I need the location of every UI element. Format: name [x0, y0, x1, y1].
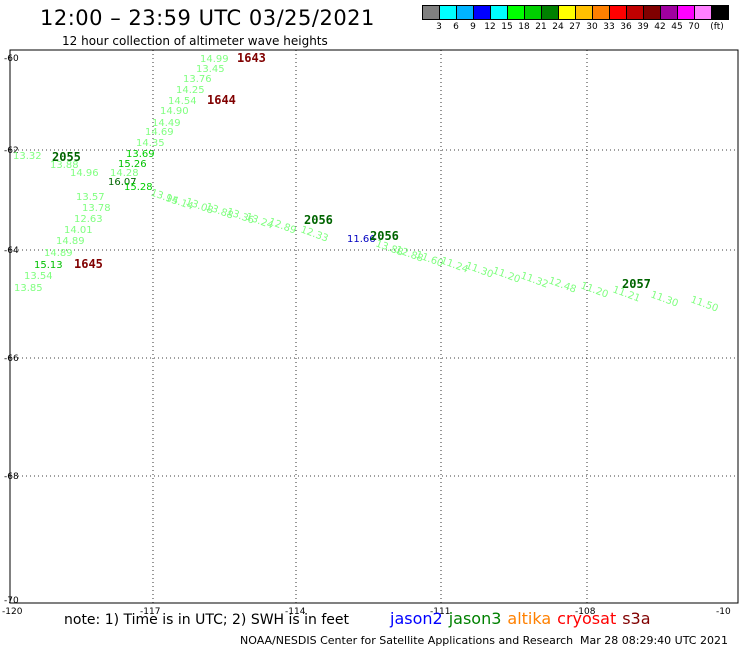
credit-timestamp: Mar 28 08:29:40 UTC 2021: [580, 634, 728, 647]
color-scale-label: 30: [586, 22, 598, 32]
time-marker: 2057: [622, 277, 651, 291]
lon-tick-label: -117: [140, 607, 160, 617]
color-scale-labels: 3 6 9 12 15 18 21 24 27 30 33 36 39 42 45 70 (ft): [422, 22, 740, 34]
wave-height-label: 11.20: [491, 265, 522, 285]
map-frame: [9, 49, 739, 604]
time-marker: 1644: [207, 93, 236, 107]
time-marker: 1643: [237, 51, 266, 65]
lon-tick-label: -111: [430, 607, 450, 617]
wave-height-label: 14.01: [64, 225, 93, 236]
wave-height-label: 14.49: [152, 118, 181, 129]
lon-tick-label: -10: [716, 607, 731, 617]
wave-height-label: 14.54: [168, 96, 197, 107]
wave-height-labels: 14.9913.4513.7614.2514.5414.9014.4914.69…: [13, 54, 720, 315]
satellite-legend-item: jason2: [390, 609, 443, 628]
map-title: 12:00 – 23:59 UTC 03/25/2021: [40, 6, 375, 30]
wave-height-label: 11.32: [519, 270, 550, 290]
color-scale-label: 21: [535, 22, 547, 32]
satellite-legend: jason2 jason3 altika cryosat s3a: [390, 609, 657, 628]
time-marker: 2056: [304, 213, 333, 227]
color-scale-label: 15: [501, 22, 513, 32]
map-tick-labels: -60 -62 -64 -66 -68 -70-120 -117 -114 -111 -108 -1…: [2, 54, 731, 617]
wave-height-label: 11.66: [347, 234, 376, 245]
time-marker: 2055: [52, 150, 81, 164]
footer-note: note: 1) Time is in UTC; 2) SWH is in fe…: [64, 612, 350, 628]
time-markers: 1643 1644 1645 2055 2056 2056 2057: [52, 51, 651, 291]
lon-tick-label: -120: [2, 607, 23, 617]
wave-height-label: 11.30: [464, 260, 495, 280]
wave-height-label: 14.90: [160, 106, 189, 117]
wave-height-label: 13.85: [14, 283, 43, 294]
wave-height-label: 11.30: [649, 289, 680, 309]
wave-height-label: 16.07: [108, 177, 137, 188]
wave-height-label: 14.99: [200, 54, 229, 65]
time-marker: 1645: [74, 257, 103, 271]
color-scale-label: 33: [603, 22, 615, 32]
wave-height-label: 12.33: [299, 224, 330, 244]
color-scale-label: 27: [569, 22, 581, 32]
wave-height-label: 13.88: [50, 160, 79, 171]
color-scale-label: 39: [637, 22, 649, 32]
wave-height-label: 14.89: [56, 236, 85, 247]
satellite-legend-item: altika: [507, 609, 552, 628]
color-scale-label: 24: [552, 22, 564, 32]
lat-tick-label: -60: [4, 54, 19, 64]
wave-height-label: 14.89: [44, 248, 73, 259]
color-scale-label: 42: [654, 22, 666, 32]
color-scale-label: 6: [453, 22, 459, 32]
wave-height-label: 13.32: [13, 151, 42, 162]
wave-height-label: 11.60: [414, 249, 445, 269]
wave-height-label: 13.69: [126, 149, 155, 160]
wave-height-label: 15.26: [118, 159, 147, 170]
color-scale-label: 3: [436, 22, 442, 32]
wave-height-label: 12.63: [74, 214, 103, 225]
wave-height-label: 15.13: [34, 260, 63, 271]
wave-height-label: 13.57: [76, 192, 105, 203]
color-scale-label: 45: [671, 22, 683, 32]
color-scale-label: (ft): [710, 22, 724, 32]
map-grid: [9, 49, 739, 604]
wave-height-label: 13.76: [183, 74, 212, 85]
color-swatch: [711, 5, 729, 20]
lat-tick-label: -62: [4, 146, 19, 156]
wave-height-label: 13.45: [196, 64, 225, 75]
color-scale-label: 36: [620, 22, 632, 32]
satellite-legend-item: s3a: [622, 609, 651, 628]
color-scale-label: 70: [688, 22, 700, 32]
lon-tick-label: -108: [575, 607, 596, 617]
lat-tick-label: -68: [4, 472, 19, 482]
wave-height-label: 14.28: [110, 168, 139, 179]
wave-height-label: 14.96: [70, 168, 99, 179]
color-scale-label: 12: [484, 22, 496, 32]
satellite-legend-item: jason3: [448, 609, 502, 628]
map-subtitle: 12 hour collection of altimeter wave hei…: [62, 34, 328, 48]
time-marker: 2056: [370, 229, 399, 243]
wave-height-label: 12.48: [547, 275, 578, 295]
lat-tick-label: -70: [4, 596, 19, 606]
wave-height-label: 12.89: [267, 216, 298, 236]
lat-tick-label: -66: [4, 354, 19, 364]
color-scale-label: 18: [518, 22, 530, 32]
lat-tick-label: -64: [4, 246, 19, 256]
wave-height-label: 13.54: [24, 271, 53, 282]
satellite-legend-item: cryosat: [557, 609, 617, 628]
wave-height-label: 11.20: [579, 280, 610, 300]
lon-tick-label: -114: [285, 607, 306, 617]
color-scale-legend: [422, 5, 729, 20]
wave-height-label: 15.28: [124, 182, 153, 193]
wave-height-label: 13.78: [82, 203, 111, 214]
wave-height-label: 14.35: [136, 138, 165, 149]
credit-text: NOAA/NESDIS Center for Satellite Applica…: [240, 634, 574, 647]
wave-height-label: 14.25: [176, 85, 205, 96]
color-scale-label: 9: [470, 22, 476, 32]
wave-height-label: 14.69: [145, 127, 174, 138]
wave-height-label: 11.50: [689, 294, 720, 314]
